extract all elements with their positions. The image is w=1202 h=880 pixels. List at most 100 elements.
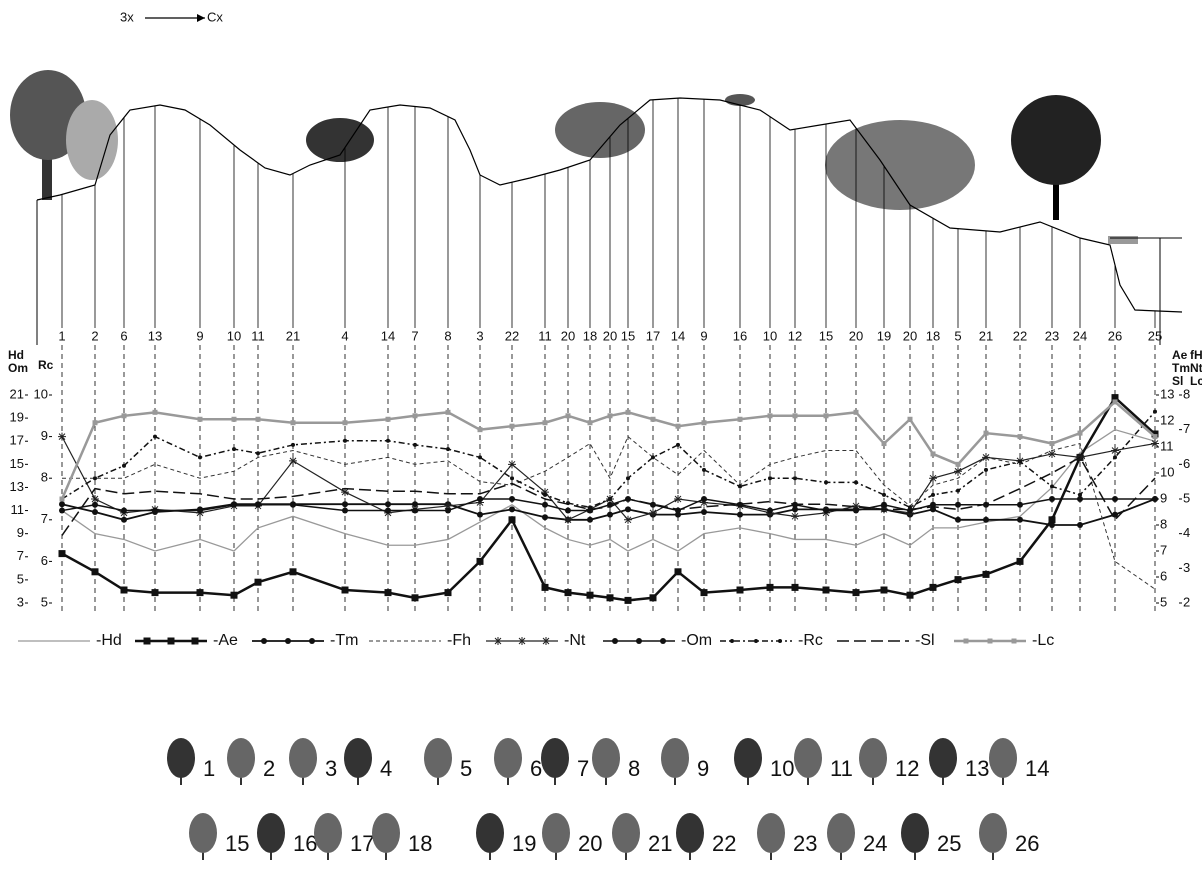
marker — [509, 496, 515, 502]
transect-label: 1 — [58, 328, 65, 343]
marker — [343, 420, 348, 425]
marker — [343, 439, 347, 443]
marker — [58, 433, 66, 441]
legend-marker — [144, 638, 151, 645]
marker — [509, 506, 515, 512]
marker — [588, 420, 593, 425]
plant-icon — [542, 813, 570, 860]
legend-label: -Rc — [798, 632, 823, 649]
legend-marker — [612, 638, 618, 644]
plant-icon — [979, 813, 1007, 860]
marker — [59, 508, 65, 514]
marker — [342, 587, 349, 594]
plant-icon — [929, 738, 957, 785]
transect-label: 20 — [903, 328, 917, 343]
marker — [121, 517, 127, 523]
marker — [153, 410, 158, 415]
plant-foliage — [757, 813, 785, 853]
marker — [197, 508, 203, 514]
y-tick-label: 8 — [41, 470, 48, 485]
transect-label: 22 — [1013, 328, 1027, 343]
y-tick-label: 5 — [17, 571, 24, 586]
transect-label: 18 — [926, 328, 940, 343]
legend-marker — [309, 638, 315, 644]
legend-marker — [518, 637, 526, 645]
marker — [624, 516, 632, 524]
marker — [625, 597, 632, 604]
legend-label: -Nt — [564, 632, 586, 649]
plant-foliage — [794, 738, 822, 778]
plant-icon — [289, 738, 317, 785]
marker — [701, 589, 708, 596]
plant-foliage — [827, 813, 855, 853]
marker — [738, 485, 742, 489]
plant-foliage — [314, 813, 342, 853]
y-tick-label: 15 — [10, 456, 24, 471]
marker — [955, 517, 961, 523]
marker — [701, 496, 707, 502]
transect-label: 23 — [1045, 328, 1059, 343]
marker — [1017, 558, 1024, 565]
marker — [824, 480, 828, 484]
marker — [930, 584, 937, 591]
marker — [768, 413, 773, 418]
transect-label: 18 — [583, 328, 597, 343]
marker — [650, 594, 657, 601]
transect-label: 19 — [877, 328, 891, 343]
y-tick-label: 17 — [10, 433, 24, 448]
marker — [1018, 460, 1022, 464]
marker — [197, 589, 204, 596]
marker — [792, 584, 799, 591]
legend-marker — [964, 639, 969, 644]
marker — [954, 467, 962, 475]
y-tick-label: 8 — [1183, 386, 1190, 401]
y-tick-label: 13 — [1160, 386, 1174, 401]
marker — [737, 587, 744, 594]
y-tick-label: 12 — [1160, 412, 1174, 427]
plant-icon — [314, 813, 342, 860]
plant-number: 6 — [530, 756, 542, 781]
plant-number: 25 — [937, 831, 961, 856]
marker — [342, 508, 348, 514]
marker — [198, 455, 202, 459]
marker — [413, 443, 417, 447]
plant-number: 18 — [408, 831, 432, 856]
transect-label: 20 — [849, 328, 863, 343]
series-line — [62, 430, 1155, 551]
marker — [823, 508, 829, 514]
transect-label: 10 — [227, 328, 241, 343]
marker — [702, 468, 706, 472]
plant-foliage — [344, 738, 372, 778]
plant-icon — [541, 738, 569, 785]
transect-label: 13 — [148, 328, 162, 343]
marker — [477, 512, 483, 518]
marker — [625, 506, 631, 512]
marker — [824, 413, 829, 418]
marker — [881, 502, 887, 508]
y-tick-label: 6 — [41, 553, 48, 568]
plant-number: 22 — [712, 831, 736, 856]
legend-marker — [192, 638, 199, 645]
y-tick-label: 6 — [1160, 568, 1167, 583]
plant-number: 14 — [1025, 756, 1049, 781]
transect-label: 9 — [700, 328, 707, 343]
marker — [60, 497, 65, 502]
axis-label: Nt — [1190, 361, 1202, 375]
marker — [92, 568, 99, 575]
plant-foliage — [372, 813, 400, 853]
legend-marker — [988, 639, 993, 644]
axis-label: Ae — [1172, 348, 1188, 362]
marker — [929, 474, 937, 482]
marker — [255, 502, 261, 508]
marker — [386, 417, 391, 422]
marker — [542, 514, 548, 520]
legend-marker — [261, 638, 267, 644]
marker — [907, 592, 914, 599]
marker — [853, 508, 859, 514]
plant-icon — [372, 813, 400, 860]
marker — [477, 496, 483, 502]
plant-icon — [494, 738, 522, 785]
y-tick-label: 5 — [1160, 594, 1167, 609]
marker — [1112, 496, 1118, 502]
axis-label: Om — [8, 361, 28, 375]
